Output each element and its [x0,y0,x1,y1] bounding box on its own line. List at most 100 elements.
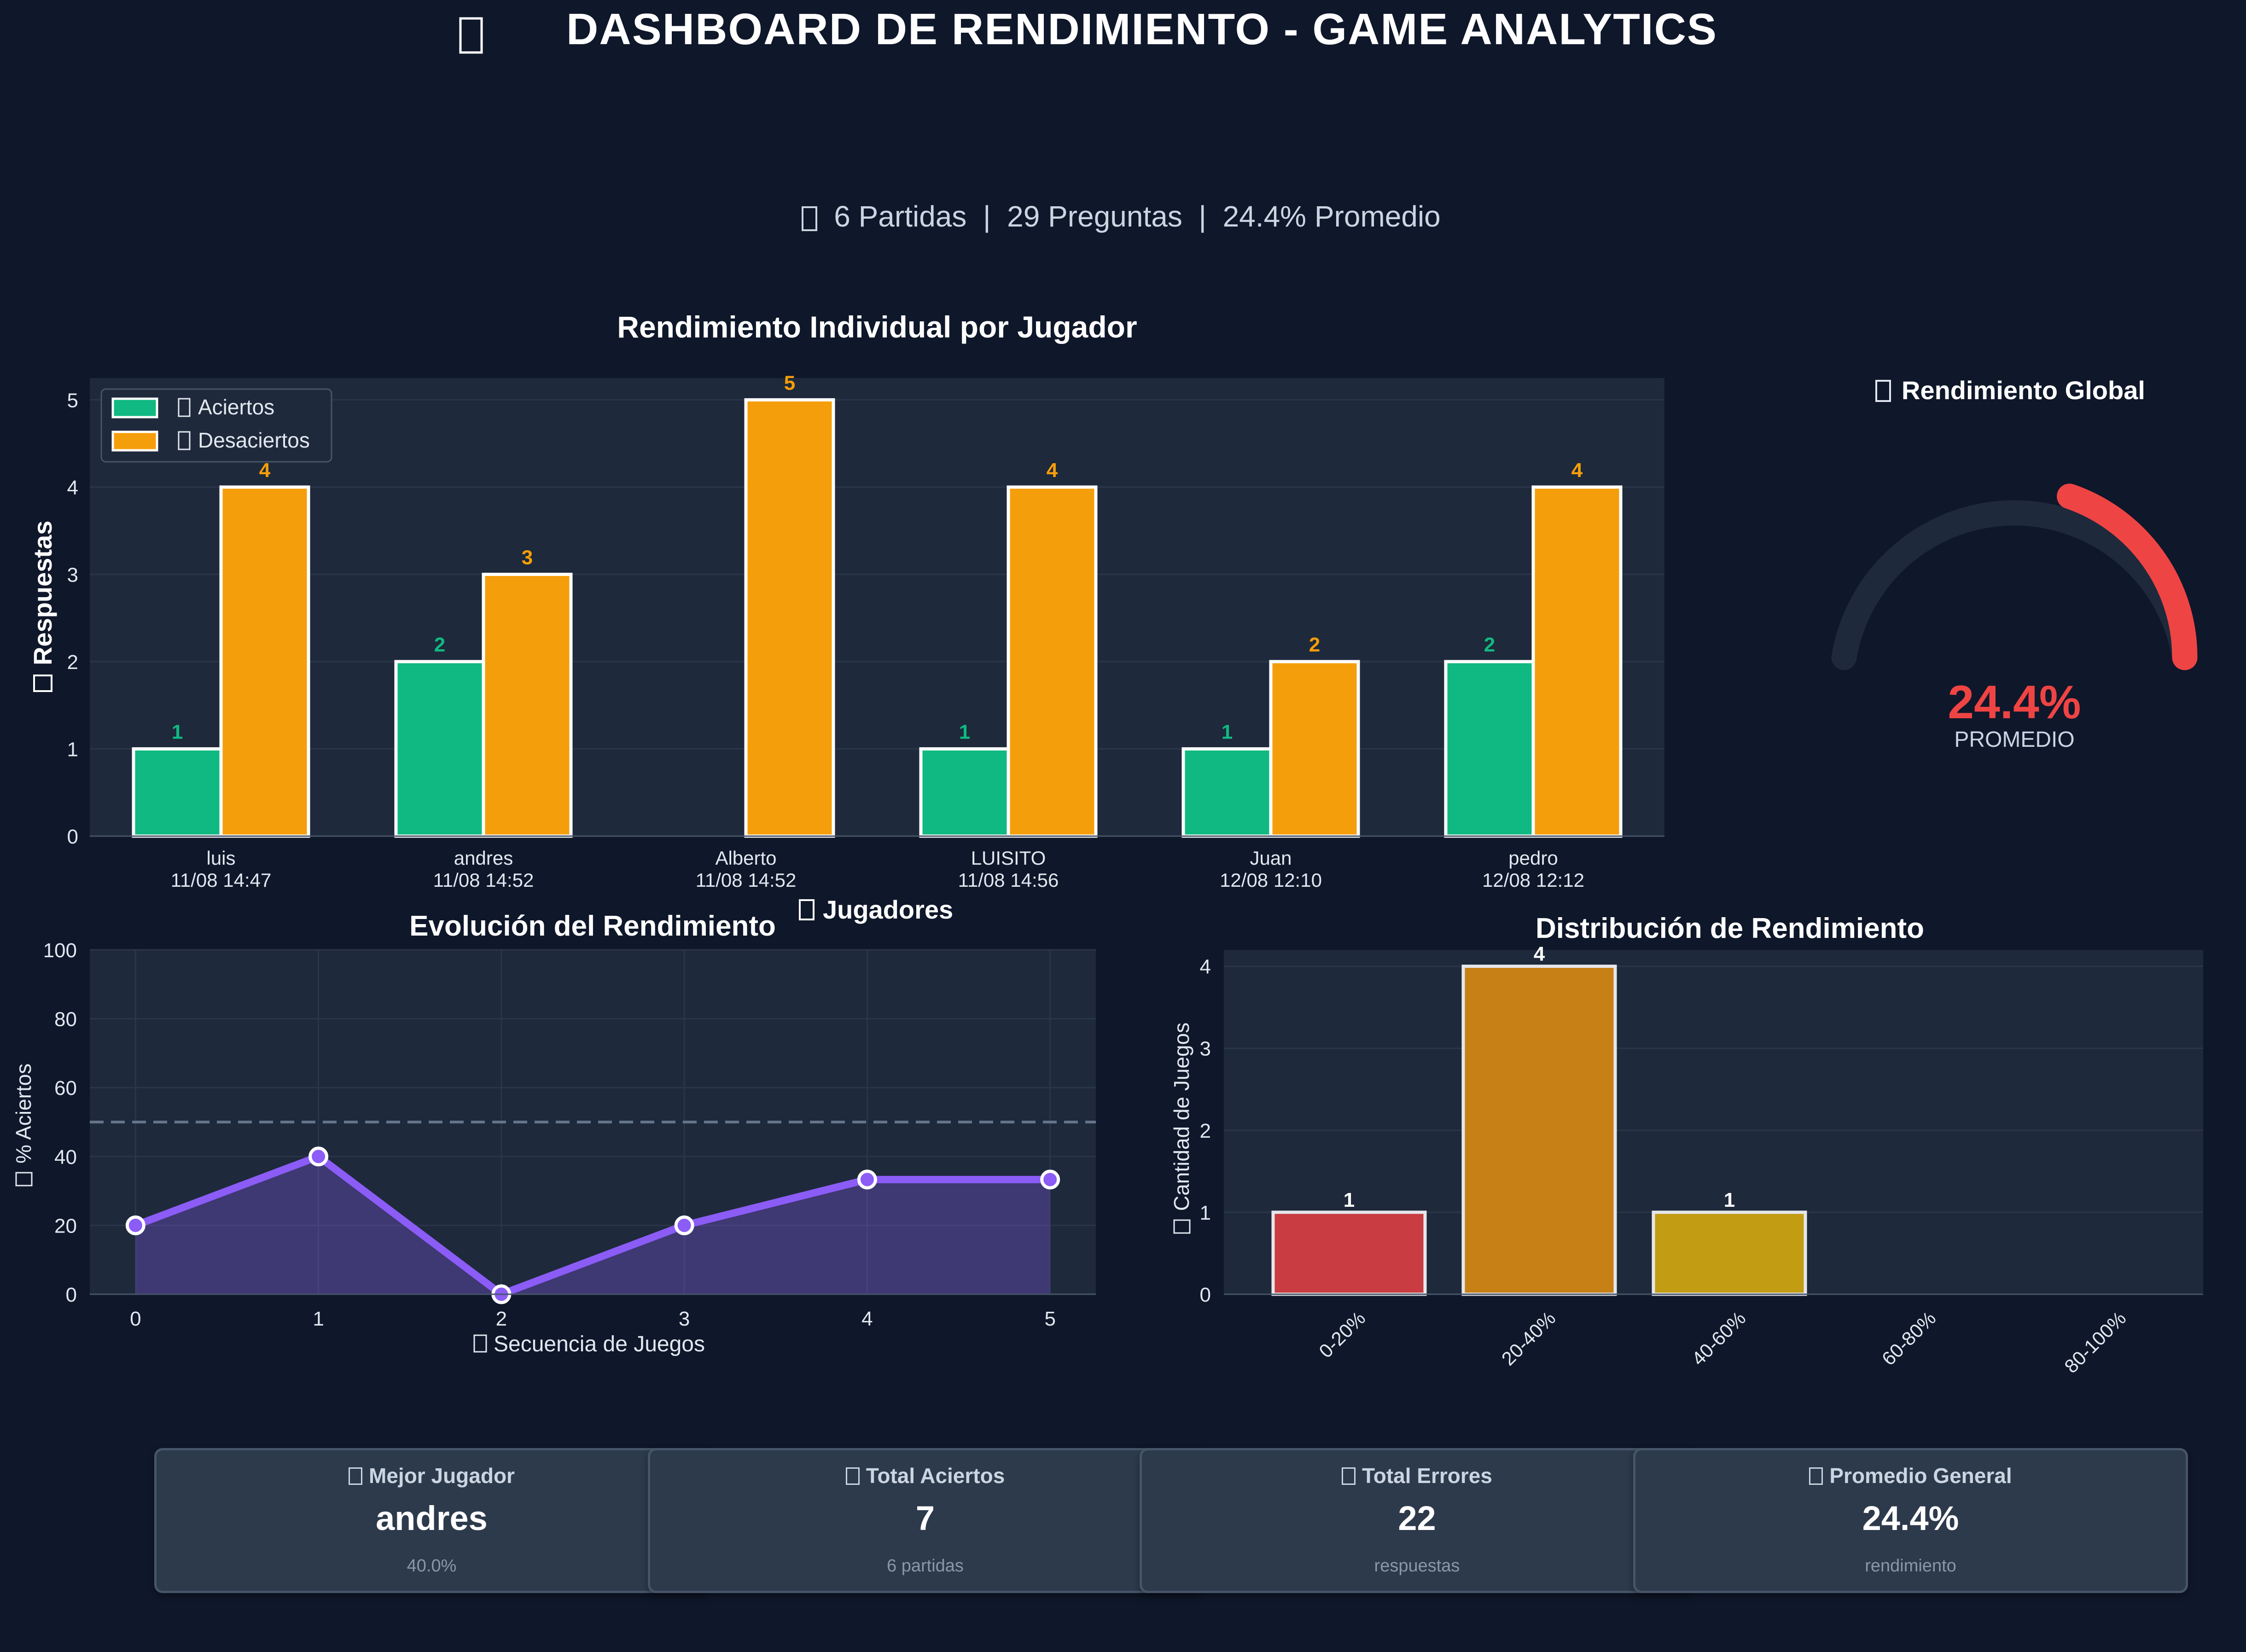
legend-icon-aciertos [178,398,191,417]
bar-ytick-label: 2 [67,651,78,674]
dist-ytick-label: 2 [1200,1120,1211,1142]
line-ytick-label: 80 [54,1008,77,1031]
bar-ytick-label: 0 [67,826,78,848]
dist-xtick-label: 0-20% [1315,1307,1369,1362]
dist-bar [1652,1210,1807,1296]
bar-aciertos [394,660,485,838]
line-series [134,1152,1050,1298]
bar-xtick-sublabel: 12/08 12:10 [1220,869,1322,891]
dist-value-label: 1 [1344,1189,1355,1211]
bar-value-label: 4 [1047,459,1058,482]
line-point [857,1169,877,1190]
line-ytick-label: 40 [54,1146,77,1169]
bar-value-label: 3 [522,546,533,569]
card-total-errores-value: 22 [1398,1499,1436,1537]
bar-value-label: 1 [1222,721,1233,743]
page-title: DASHBOARD DE RENDIMIENTO - GAME ANALYTIC… [566,5,1717,54]
dist-value-label: 4 [1534,943,1545,966]
bar-ytick-label: 4 [67,477,78,499]
card-best-player-title: Mejor Jugador [157,1463,707,1488]
bar-xtick-sublabel: 11/08 14:52 [433,869,534,891]
bar-desaciertos [1531,485,1623,838]
bar-chart-plot-area [90,378,1664,836]
bar-desaciertos [744,398,835,838]
line-point [308,1146,329,1167]
line-xtick-label: 1 [313,1308,324,1330]
legend-label-desaciertos: Desaciertos [198,428,310,452]
dist-bar [1271,1210,1427,1296]
line-xtick-label: 5 [1044,1308,1055,1330]
line-ytick-label: 100 [43,939,77,962]
legend-label-aciertos: Aciertos [198,395,274,419]
bar-chart-legend: Aciertos Desaciertos [100,388,332,463]
dist-xtick-label: 40-60% [1687,1307,1750,1370]
line-ytick-label: 60 [54,1077,77,1099]
bar-ytick-label: 3 [67,564,78,586]
bar-xtick-label: andres [454,847,513,869]
card-best-player-value: andres [376,1499,488,1537]
legend-swatch-aciertos [111,397,158,419]
check-icon [845,1467,860,1485]
legend-box [100,388,332,463]
card-best-player-sub: 40.0% [407,1556,457,1576]
legend-icon-desaciertos [178,431,191,450]
bar-desaciertos [219,485,310,838]
bar-chart-title: Rendimiento Individual por Jugador [617,310,1137,344]
card-total-aciertos-title: Total Aciertos [650,1463,1200,1488]
dist-chart-title: Distribución de Rendimiento [1536,913,1924,944]
bar-value-label: 4 [259,459,271,482]
ylabel-icon [33,675,52,692]
bar-xtick-label: LUISITO [971,847,1046,869]
line-xlabel-icon [473,1334,487,1353]
bar-desaciertos [1007,485,1098,838]
stats-icon-games [802,206,817,231]
bar-xtick-label: Juan [1250,847,1292,869]
card-promedio-general-title: Promedio General [1635,1463,2186,1488]
bar-xtick-label: Alberto [715,847,776,869]
line-chart-xlabel: Secuencia de Juegos [494,1332,705,1356]
line-point [674,1215,694,1235]
line-xtick-label: 3 [679,1308,690,1330]
dist-xtick-label: 20-40% [1497,1307,1560,1370]
stats-line: 6 Partidas | 29 Preguntas | 24.4% Promed… [802,200,1441,233]
bar-value-label: 5 [784,372,795,394]
trophy-icon [349,1467,363,1485]
card-total-aciertos-value: 7 [915,1499,935,1537]
bar-aciertos [132,747,223,838]
line-point [1040,1169,1060,1190]
card-total-errores-title: Total Errores [1142,1463,1692,1488]
dist-ytick-label: 3 [1200,1038,1211,1060]
cross-icon [1342,1467,1356,1485]
bar-xtick-sublabel: 11/08 14:52 [696,869,797,891]
global-performance-gauge: Rendimiento Global 24.4% PROMEDIO [1831,376,2198,752]
card-total-errores-sub: respuestas [1374,1556,1460,1576]
dist-ytick-label: 1 [1200,1202,1211,1224]
line-chart-title: Evolución del Rendimiento [409,910,776,942]
bar-xtick-label: pedro [1508,847,1558,869]
xlabel-icon [799,899,815,920]
gauge-title: Rendimiento Global [1902,376,2145,405]
gauge-value: 24.4% [1948,676,2081,728]
gauge-value-arc [2057,483,2198,670]
line-ytick-label: 0 [66,1284,77,1306]
performance-distribution-chart: Distribución de Rendimiento 1 4 1 0 1 2 3 4 0-2… [1170,913,2203,1377]
bar-value-label: 4 [1571,459,1583,482]
bar-xtick-sublabel: 11/08 14:56 [958,869,1059,891]
header: DASHBOARD DE RENDIMIENTO - GAME ANALYTIC… [459,5,1717,233]
dist-xtick-label: 80-100% [2060,1307,2130,1377]
chart-icon [1809,1467,1823,1485]
bar-chart-xlabel: Jugadores [823,895,953,924]
dist-ytick-label: 4 [1200,956,1211,978]
card-total-aciertos: Total Aciertos 7 6 partidas [648,1448,1203,1593]
card-total-errores: Total Errores 22 respuestas [1140,1448,1694,1593]
dist-ylabel-icon [1173,1219,1191,1234]
stats-text: 6 Partidas | 29 Preguntas | 24.4% Promed… [834,200,1441,233]
dist-xtick-label: 60-80% [1878,1307,1940,1370]
bar-aciertos [1444,660,1535,838]
bar-xtick-label: luis [206,847,235,869]
line-xtick-label: 4 [861,1308,873,1330]
bar-value-label: 2 [1484,634,1495,656]
line-xtick-label: 0 [130,1308,141,1330]
bar-desaciertos [1269,660,1360,838]
